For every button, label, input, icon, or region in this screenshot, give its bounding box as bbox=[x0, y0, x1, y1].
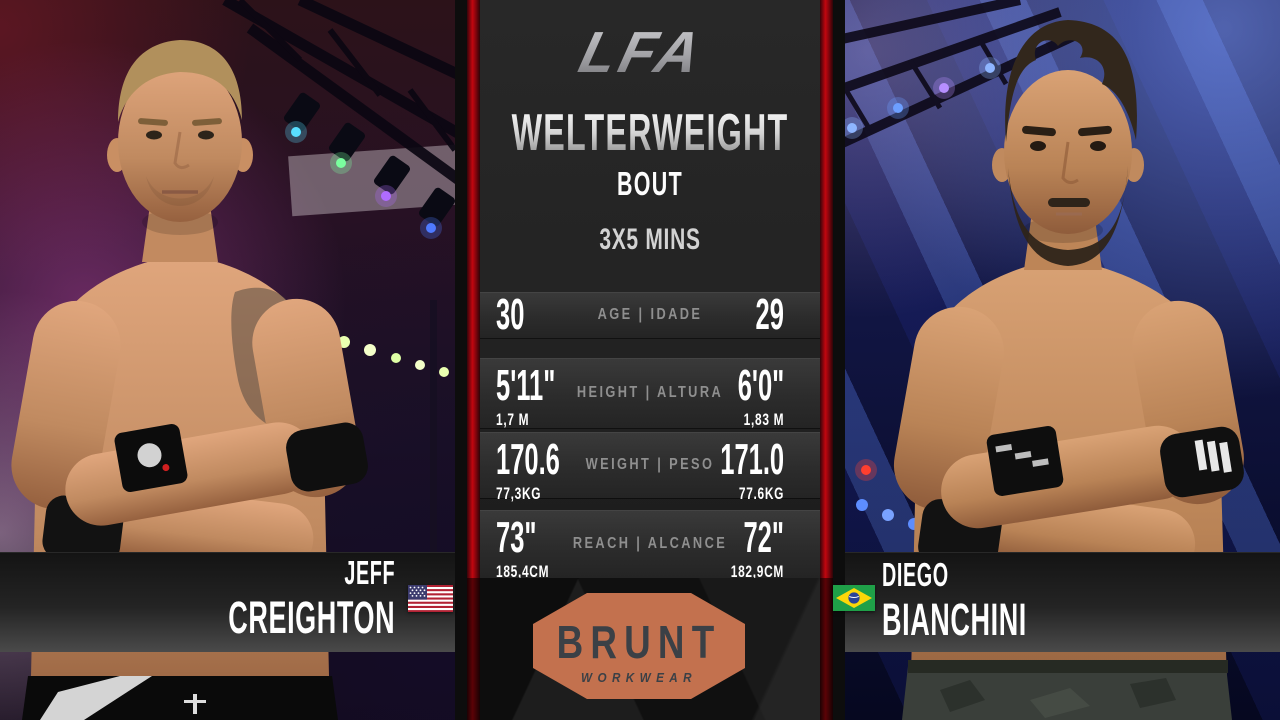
stat-label: AGE | IDADE bbox=[597, 306, 703, 323]
bout-label: BOUT bbox=[617, 165, 683, 202]
spotlight-glows bbox=[841, 57, 1001, 139]
stat-value-left: 5'11" 1,7 M bbox=[496, 361, 556, 429]
neck bbox=[142, 205, 218, 262]
shorts bbox=[902, 660, 1232, 720]
lfa-logo-text: LFA bbox=[573, 21, 710, 85]
stat-value-right: 72" 182,9CM bbox=[730, 513, 784, 581]
beard bbox=[1008, 166, 1128, 266]
head bbox=[118, 62, 242, 222]
stat-value-right: 29 bbox=[755, 290, 784, 339]
fighter-name-left: JEFF CREIGHTON bbox=[117, 556, 395, 640]
sponsor-area: BRUNT WORKWEAR bbox=[480, 578, 820, 720]
hair bbox=[118, 40, 242, 122]
stat-row-height: 5'11" 1,7 M HEIGHT | ALTURA 6'0" 1,83 M bbox=[480, 358, 820, 428]
fighter-last-name: BIANCHINI bbox=[882, 594, 1027, 645]
forearm bbox=[65, 422, 315, 526]
tale-of-the-tape-panel: LFA WELTERWEIGHT BOUT 3X5 MINS 30 AGE | … bbox=[455, 0, 845, 720]
panel-body: LFA WELTERWEIGHT BOUT 3X5 MINS 30 AGE | … bbox=[480, 0, 820, 720]
face-features bbox=[1022, 125, 1112, 216]
sponsor-badge-shape bbox=[533, 593, 745, 699]
lfa-logo: LFA bbox=[480, 20, 820, 93]
hair bbox=[1005, 20, 1137, 142]
rounds-format: 3X5 MINS bbox=[599, 223, 701, 256]
stat-label: REACH | ALCANCE bbox=[572, 535, 728, 552]
stat-value-right: 6'0" 1,83 M bbox=[737, 361, 784, 429]
cage-post bbox=[430, 300, 437, 580]
brazil-flag-icon bbox=[833, 585, 875, 611]
stat-value-left: 73" 185,4CM bbox=[496, 513, 550, 581]
stat-label: HEIGHT | ALTURA bbox=[576, 384, 724, 401]
wrist-wrap bbox=[114, 423, 188, 493]
weight-class-title: WELTERWEIGHT bbox=[480, 104, 820, 165]
spotlight-glows bbox=[285, 121, 442, 239]
red-accent-strip-right bbox=[820, 0, 833, 720]
sponsor-name-text: BRUNT bbox=[557, 616, 722, 668]
fighter-name-right: DIEGO BIANCHINI bbox=[882, 558, 1124, 642]
usa-flag-icon bbox=[408, 585, 453, 612]
sponsor-tagline-text: WORKWEAR bbox=[581, 670, 697, 685]
shorts bbox=[22, 676, 338, 720]
fighter-last-name: CREIGHTON bbox=[228, 592, 395, 643]
weight-class-text: WELTERWEIGHT bbox=[512, 106, 789, 160]
spotlight-cans bbox=[283, 92, 456, 239]
stat-value-right: 171.0 77.6KG bbox=[720, 435, 784, 503]
stat-row-age: 30 AGE | IDADE 29 bbox=[480, 292, 820, 338]
stat-row-reach: 73" 185,4CM REACH | ALCANCE 72" 182,9CM bbox=[480, 510, 820, 581]
stat-row-weight: 170.6 77,3KG WEIGHT | PESO 171.0 77.6KG bbox=[480, 432, 820, 502]
lighting-truss bbox=[222, 0, 470, 193]
mma-glove bbox=[286, 422, 368, 492]
fighter-first-name: DIEGO bbox=[882, 556, 949, 593]
fighter-first-name: JEFF bbox=[344, 554, 395, 591]
red-accent-strip-left bbox=[467, 0, 480, 720]
wrist-wrap bbox=[986, 426, 1064, 496]
stat-value-left: 170.6 77,3KG bbox=[496, 435, 560, 503]
face-features bbox=[138, 118, 222, 206]
lighting-truss bbox=[810, 0, 1081, 163]
mma-glove bbox=[1160, 426, 1244, 498]
stat-value-left: 30 bbox=[496, 290, 525, 339]
stat-label: WEIGHT | PESO bbox=[585, 456, 715, 473]
brunt-workwear-logo: BRUNT WORKWEAR bbox=[533, 588, 745, 709]
